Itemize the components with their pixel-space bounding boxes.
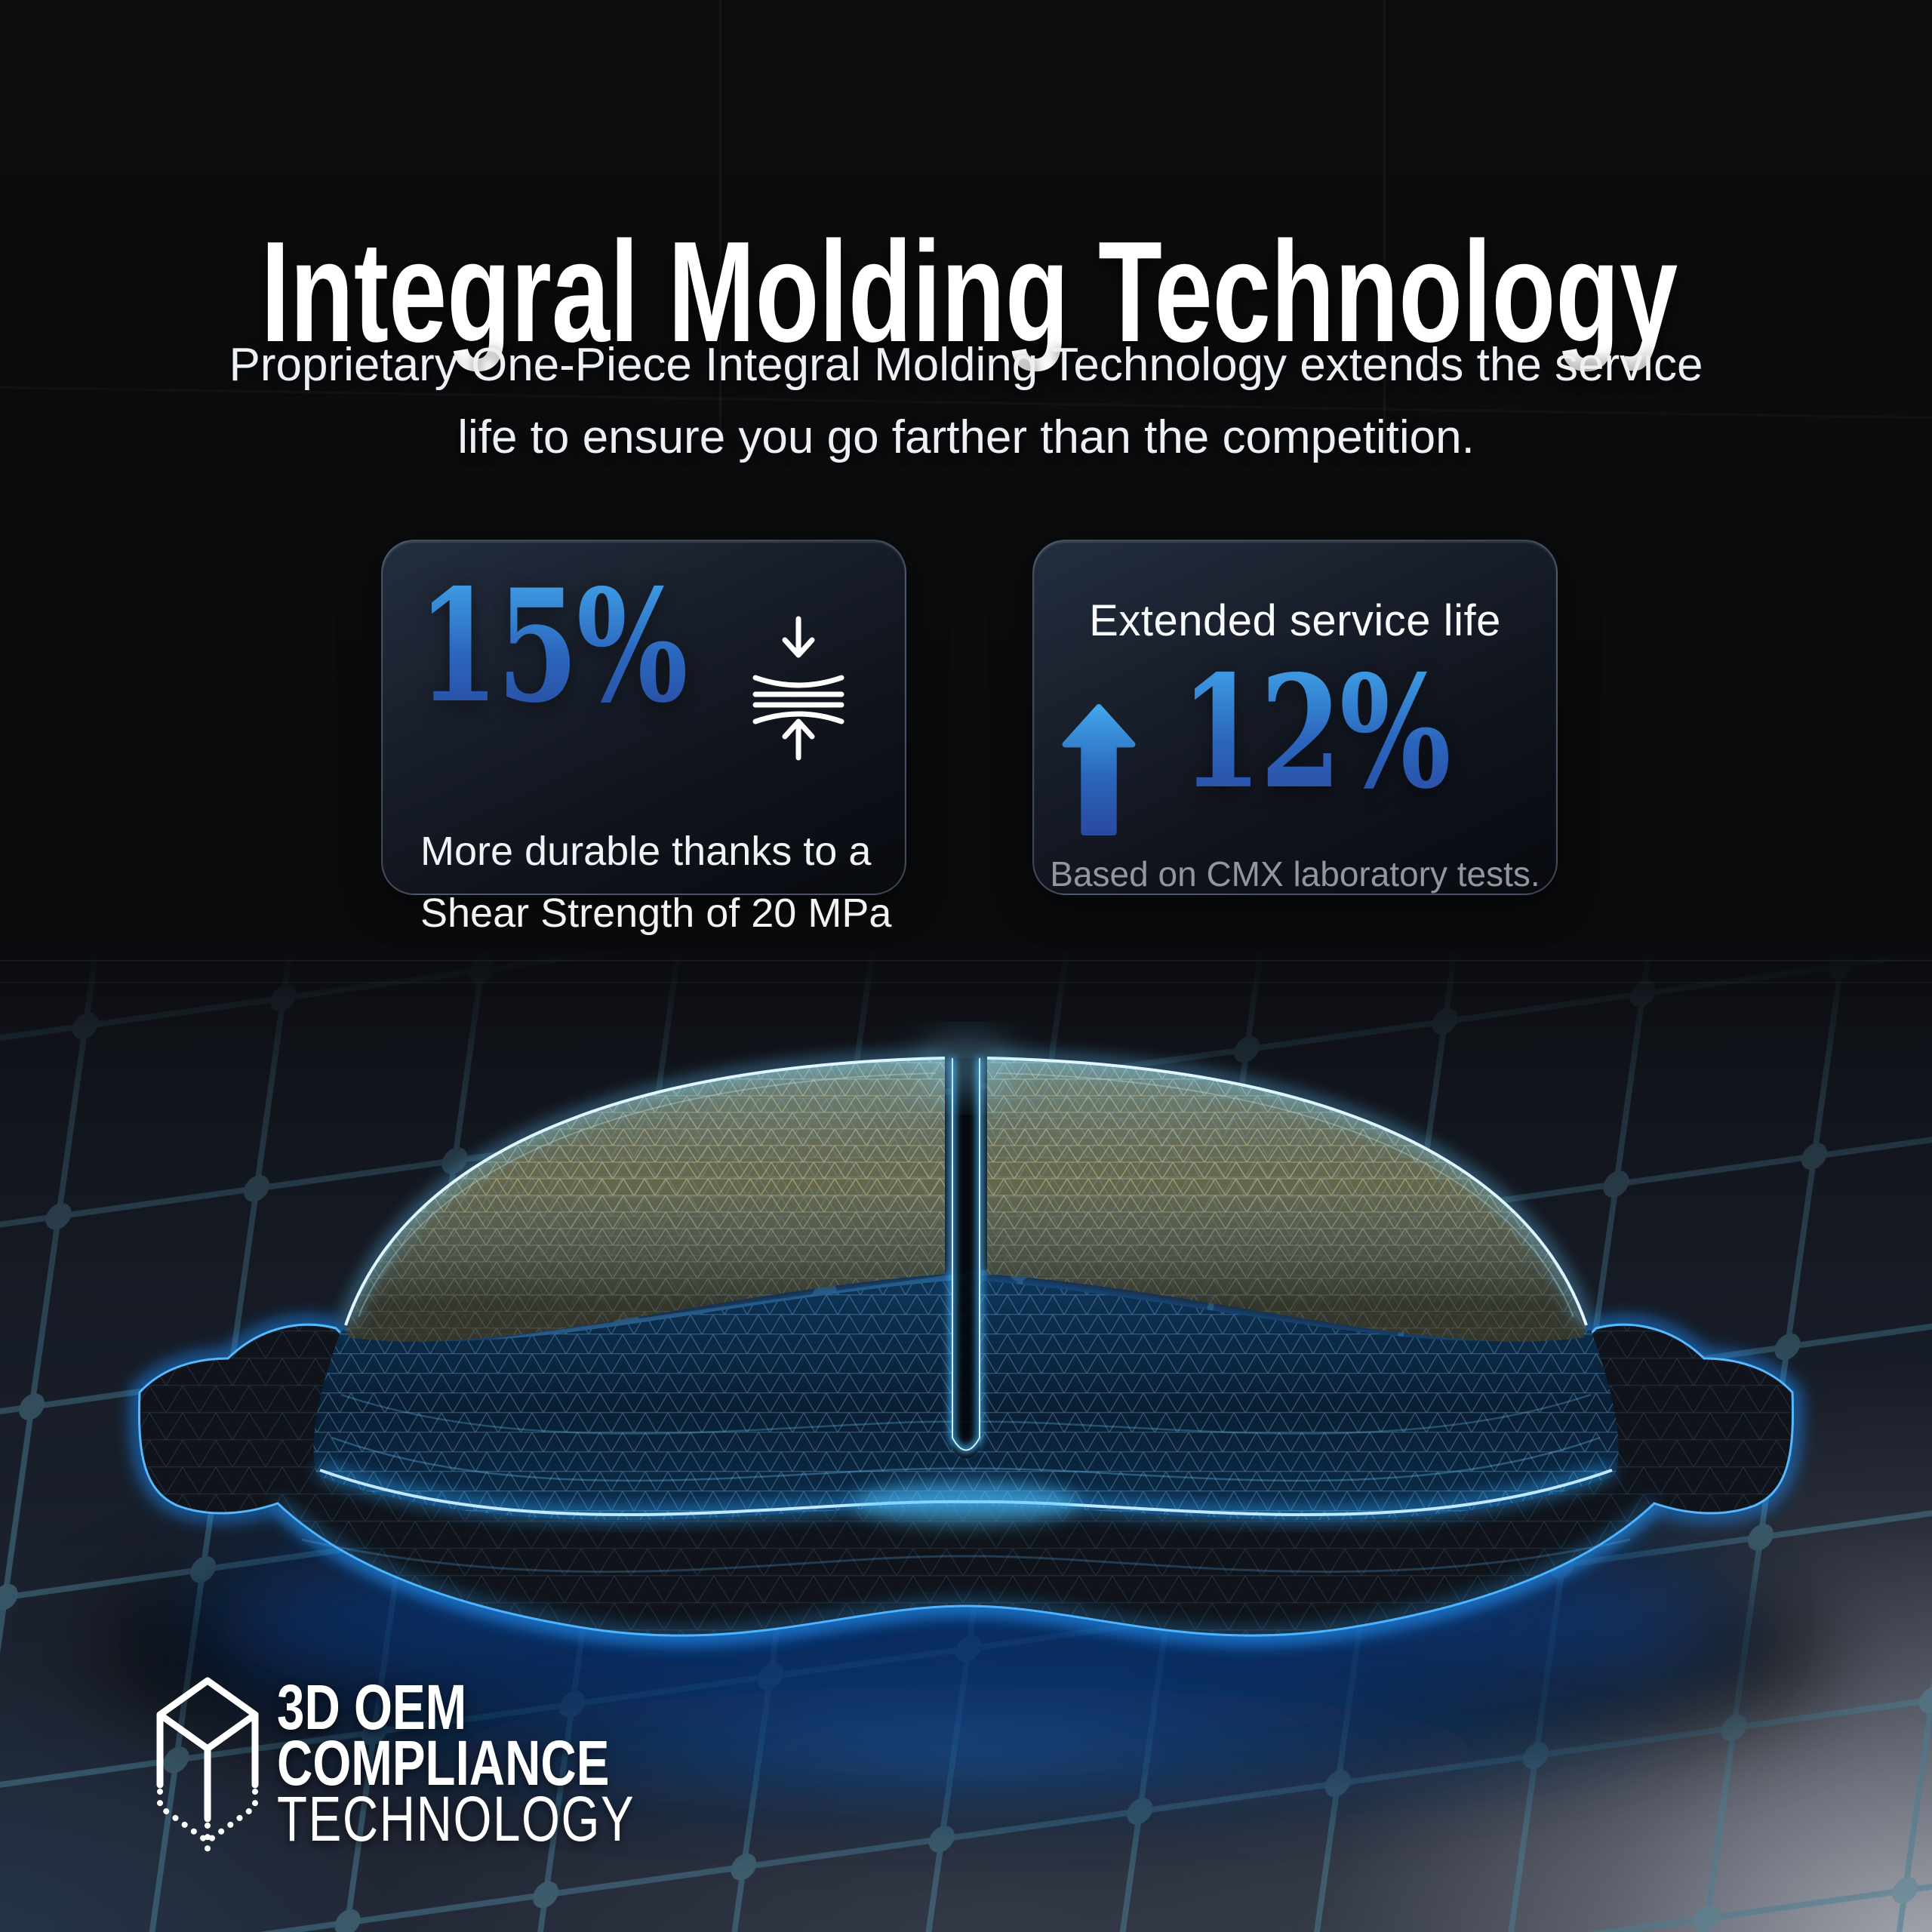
durability-stat-card: 15% More durable thanks to a Shear Streng… [381,540,906,936]
badge-text: 3D OEM COMPLIANCE TECHNOLOGY [277,1675,635,1850]
durability-description-line-1: More durable thanks to a [420,829,872,874]
pad-reflection [226,1660,1706,1841]
page-subtitle: Proprietary One-Piece Integral Molding T… [0,329,1932,474]
badge-line-2: COMPLIANCE [277,1727,610,1798]
service-life-value: 12% [1180,642,1451,823]
subtitle-line-2: life to ensure you go farther than the c… [457,411,1475,463]
service-life-stat-row: 12% [1034,642,1556,836]
service-life-footnote: Based on CMX laboratory tests. [1050,854,1540,894]
subtitle-line-1: Proprietary One-Piece Integral Molding T… [229,339,1703,391]
arrow-up-icon [1062,703,1136,836]
wall-seam [719,0,721,453]
cube-wireframe-icon [156,1677,259,1860]
compression-icon [752,616,844,761]
center-split-groove [924,1047,1008,1459]
friction-top-surface [342,1054,1590,1342]
service-life-heading: Extended service life [1089,596,1501,645]
durability-description: More durable thanks to a Shear Strength o… [420,820,891,944]
durability-description-line-2: Shear Strength of 20 MPa [420,891,892,936]
badge-line-3: TECHNOLOGY [277,1783,635,1854]
page-title: Integral Molding Technology [260,212,1678,373]
badge-line-1: 3D OEM [277,1672,467,1743]
service-life-stat-card: Extended service life 12% Based on CMX l… [1032,540,1558,895]
durability-value: 15% [417,556,688,737]
wall-seam [1383,0,1386,453]
